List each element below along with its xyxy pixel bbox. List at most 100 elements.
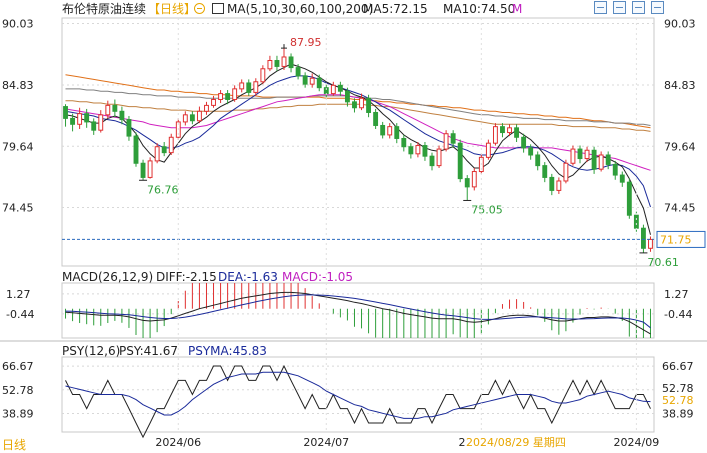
psy-tick-right-0: 66.67 xyxy=(662,360,694,373)
candle-body xyxy=(359,97,364,109)
candle-body xyxy=(316,77,322,89)
ma5-line xyxy=(65,63,651,235)
candle-body xyxy=(232,88,238,100)
scroll-left-icon[interactable] xyxy=(632,1,645,14)
price-tick-right: 90.03 xyxy=(664,18,696,31)
candle-body xyxy=(521,136,527,149)
psy-tick-right-1: 52.78 xyxy=(662,382,694,395)
candle-body xyxy=(281,56,287,67)
ma200-line xyxy=(65,74,651,129)
price-tick-left: 79.64 xyxy=(2,140,34,153)
candle-body xyxy=(619,174,625,183)
candle-body xyxy=(189,114,195,122)
scroll-right-icon[interactable] xyxy=(651,1,664,14)
panel-frame-3 xyxy=(61,356,655,433)
candle-body xyxy=(542,165,548,178)
macd-dea: DEA:-1.63 xyxy=(218,270,278,284)
ma100-line xyxy=(65,88,651,126)
candle-body xyxy=(168,136,174,154)
candle-body xyxy=(387,126,393,136)
candle-body xyxy=(429,155,435,167)
period-selector[interactable]: 【日线】 xyxy=(148,2,197,16)
psy-tick-left: 66.67 xyxy=(2,360,34,373)
low_sep-annotation: 70.61 xyxy=(647,256,679,269)
candle-body xyxy=(309,77,315,85)
candle-body xyxy=(225,93,231,100)
chart-header: 布伦特原油连续 【日线】 MA(5,10,30,60,100,200) MA5:… xyxy=(0,0,707,18)
candle-body xyxy=(63,106,68,119)
candle-body xyxy=(119,110,125,121)
candle-body xyxy=(492,126,498,144)
candle-body xyxy=(556,180,562,191)
zoom-in-icon[interactable] xyxy=(613,1,626,14)
more-ma-button[interactable]: M xyxy=(512,2,523,16)
macd-tick-left: -0.44 xyxy=(6,308,34,321)
psyma-line xyxy=(65,371,651,419)
candle-body xyxy=(563,162,569,182)
high-annotation: 87.95 xyxy=(290,36,322,49)
candle-body xyxy=(640,227,646,249)
candle-body xyxy=(267,60,273,70)
candle-body xyxy=(182,114,188,123)
price-tick-right: 79.64 xyxy=(664,140,696,153)
price-tick-left: 84.83 xyxy=(2,79,34,92)
psy-tick-right-3: 38.89 xyxy=(662,407,694,420)
candle-body xyxy=(549,176,555,191)
candle-body xyxy=(633,214,639,229)
candle-body xyxy=(154,146,160,162)
candle-body xyxy=(570,148,576,164)
psy-tick-left: 52.78 xyxy=(2,384,34,397)
candle-body xyxy=(401,137,407,148)
candle-body xyxy=(648,238,653,249)
candle-body xyxy=(204,104,209,112)
macd-macd: MACD:-1.05 xyxy=(282,270,354,284)
candle-body xyxy=(112,104,118,112)
psy-title: PSY(12,6) xyxy=(62,344,121,358)
period-tab[interactable]: 日线 xyxy=(2,438,27,452)
candle-body xyxy=(344,90,350,103)
candle-body xyxy=(577,148,583,160)
candle-body xyxy=(288,56,294,69)
candle-body xyxy=(373,111,379,126)
candle-body xyxy=(302,75,308,85)
candle-body xyxy=(584,149,590,160)
macd-tick-right: -0.44 xyxy=(664,308,692,321)
candle-body xyxy=(126,119,132,137)
candle-body xyxy=(161,146,167,154)
candle-body xyxy=(380,124,386,136)
candle-body xyxy=(352,101,357,109)
zoom-out-icon[interactable] xyxy=(594,1,607,14)
candle-body xyxy=(105,104,111,116)
candle-body xyxy=(485,142,491,158)
candle-body xyxy=(239,82,245,90)
candle-body xyxy=(443,133,449,150)
ma5-value: MA5:72.15 xyxy=(363,2,428,16)
price-tick-right: 84.83 xyxy=(664,79,696,92)
price-tick-left: 90.03 xyxy=(2,18,34,31)
candle-body xyxy=(84,113,90,123)
cursor-date-label: 2024/08/29 星期四 xyxy=(466,434,566,450)
candle-body xyxy=(253,81,259,93)
macd-tick-left: 1.27 xyxy=(6,288,31,301)
psy-tick-right-2: 52.78 xyxy=(662,394,694,407)
candle-body xyxy=(91,121,97,131)
candle-body xyxy=(70,117,76,125)
candle-body xyxy=(394,126,400,139)
candle-body xyxy=(408,146,414,155)
candle-body xyxy=(514,127,520,138)
low_june-annotation: 76.76 xyxy=(147,183,179,196)
indicator-settings-icon[interactable] xyxy=(212,3,224,14)
candle-body xyxy=(196,110,202,122)
candle-body xyxy=(626,181,632,216)
psy-value: PSY:41.67 xyxy=(119,344,178,358)
ma30-line xyxy=(65,94,651,171)
macd-diff: DIFF:-2.15 xyxy=(156,270,217,284)
collapse-icon[interactable] xyxy=(194,3,205,14)
ma60-line xyxy=(65,100,651,132)
panel-frame-2 xyxy=(61,282,655,339)
candle-body xyxy=(457,142,463,180)
low_aug-annotation: 75.05 xyxy=(471,203,503,216)
x-tick-label: 2024/06 xyxy=(155,436,201,449)
candle-body xyxy=(500,126,505,134)
